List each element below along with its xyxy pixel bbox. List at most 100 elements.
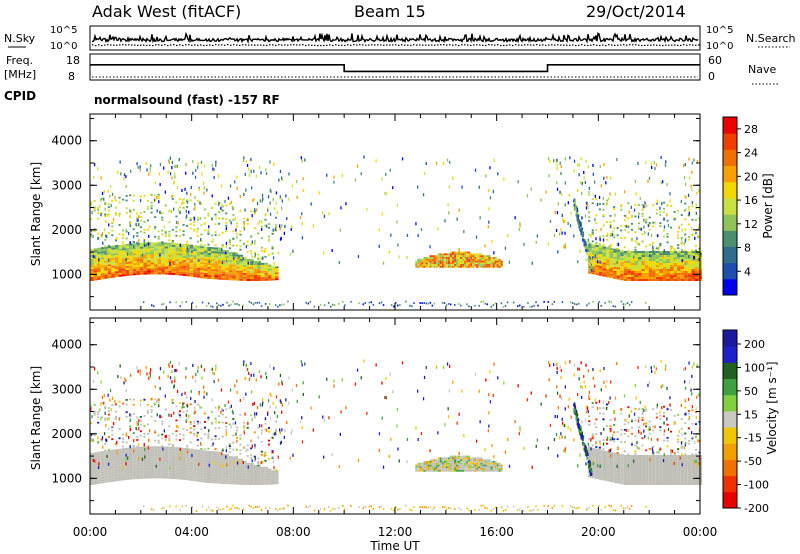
power-cell bbox=[243, 258, 247, 261]
velocity-cell bbox=[271, 482, 276, 485]
power-cell bbox=[628, 304, 631, 306]
power-cell bbox=[606, 175, 608, 179]
power-cell bbox=[474, 260, 477, 263]
velocity-cell bbox=[100, 416, 103, 419]
velocity-cell bbox=[182, 473, 187, 476]
velocity-cell bbox=[670, 463, 674, 465]
power-cell bbox=[189, 217, 192, 219]
velocity-cell bbox=[606, 459, 610, 462]
power-cell bbox=[203, 268, 208, 271]
power-cell bbox=[111, 275, 115, 278]
velocity-cell bbox=[164, 439, 167, 441]
velocity-cell bbox=[157, 439, 160, 442]
velocity-cell bbox=[260, 441, 263, 443]
power-cell bbox=[118, 274, 123, 277]
power-cell bbox=[598, 243, 601, 246]
noise-search-dot bbox=[608, 44, 610, 46]
velocity-cell bbox=[684, 475, 688, 477]
power-cell bbox=[670, 245, 673, 248]
power-cell bbox=[652, 251, 656, 253]
velocity-cell bbox=[595, 475, 599, 477]
power-cell bbox=[594, 254, 597, 258]
power-cell bbox=[470, 264, 473, 266]
velocity-cell bbox=[228, 464, 233, 467]
power-cell bbox=[171, 273, 176, 275]
power-cell bbox=[125, 249, 127, 253]
power-cell bbox=[161, 258, 165, 261]
power-cell bbox=[553, 159, 555, 163]
power-cell bbox=[257, 232, 260, 235]
velocity-cell bbox=[595, 446, 598, 448]
power-cell bbox=[591, 254, 596, 257]
power-cell bbox=[196, 255, 201, 258]
power-cell bbox=[445, 260, 448, 263]
velocity-cell bbox=[620, 474, 624, 477]
power-cell bbox=[171, 251, 176, 253]
power-cell bbox=[576, 218, 579, 222]
power-cell bbox=[429, 255, 432, 257]
power-cell bbox=[696, 191, 698, 195]
velocity-cell bbox=[225, 422, 228, 424]
power-cell bbox=[197, 165, 199, 169]
velocity-cell bbox=[168, 437, 171, 440]
velocity-cell bbox=[598, 453, 603, 456]
power-cell bbox=[431, 304, 434, 307]
power-cell bbox=[652, 248, 655, 251]
power-cell bbox=[246, 240, 249, 243]
power-cell bbox=[239, 248, 242, 251]
power-cell bbox=[498, 262, 501, 265]
freq-panel-frame bbox=[89, 53, 701, 81]
power-cell bbox=[280, 196, 282, 200]
velocity-cell bbox=[114, 455, 119, 458]
velocity-cell bbox=[189, 460, 194, 463]
velocity-cell bbox=[606, 438, 609, 441]
power-cell bbox=[606, 259, 610, 262]
power-cell bbox=[192, 159, 194, 163]
power-cell bbox=[660, 181, 662, 185]
date-title: 29/Oct/2014 bbox=[586, 2, 686, 21]
power-cell bbox=[157, 242, 162, 245]
velocity-cell bbox=[666, 445, 669, 448]
noise-search-dot bbox=[128, 44, 130, 46]
power-cell bbox=[673, 217, 676, 219]
power-cell bbox=[680, 279, 685, 281]
velocity-cell bbox=[602, 407, 605, 409]
power-cell bbox=[175, 247, 179, 250]
power-cell bbox=[193, 249, 197, 252]
velocity-cell bbox=[203, 478, 208, 481]
power-cell bbox=[449, 260, 452, 263]
power-cell bbox=[90, 271, 94, 273]
velocity-cell bbox=[670, 409, 673, 411]
velocity-cell bbox=[645, 409, 648, 412]
velocity-cell bbox=[203, 458, 208, 461]
velocity-cell bbox=[684, 467, 688, 469]
power-cell bbox=[623, 279, 628, 281]
velocity-cell bbox=[146, 452, 151, 455]
power-cell bbox=[687, 263, 692, 265]
noise-search-dot bbox=[629, 44, 631, 46]
noise-search-dot bbox=[254, 44, 256, 46]
velocity-cell bbox=[214, 461, 219, 464]
power-cell bbox=[272, 228, 274, 232]
velocity-cell bbox=[645, 422, 648, 425]
power-cell bbox=[211, 253, 215, 256]
power-cell bbox=[623, 261, 628, 263]
velocity-cell bbox=[616, 473, 621, 476]
power-cell bbox=[583, 240, 585, 244]
velocity-cell bbox=[93, 413, 96, 416]
power-cell bbox=[647, 179, 649, 183]
velocity-cell bbox=[221, 463, 226, 466]
power-cell bbox=[132, 251, 137, 254]
power-cell bbox=[415, 260, 418, 263]
power-cell bbox=[645, 218, 648, 221]
velocity-cell bbox=[630, 473, 635, 475]
power-cell bbox=[680, 255, 685, 257]
power-cell bbox=[609, 192, 611, 196]
power-cell bbox=[107, 246, 112, 249]
power-cell bbox=[207, 263, 211, 265]
power-cell bbox=[433, 302, 436, 305]
velocity-cell bbox=[175, 467, 179, 470]
power-cell bbox=[291, 184, 293, 188]
velocity-cell bbox=[186, 470, 190, 473]
power-cell bbox=[677, 279, 681, 281]
